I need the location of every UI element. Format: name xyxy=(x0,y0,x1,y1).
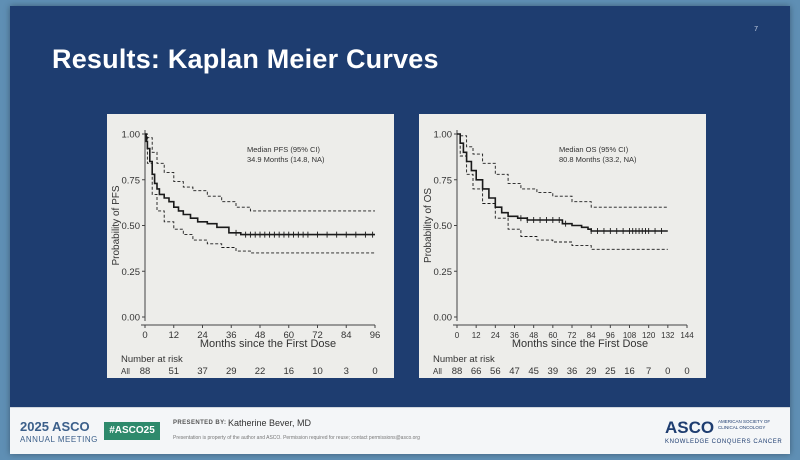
slide-number: 7 xyxy=(754,26,758,33)
pfs-y-tick-label: 1.00 xyxy=(122,130,141,141)
pfs-x-tick-label: 36 xyxy=(226,330,237,341)
os-x-tick-label: 72 xyxy=(568,331,577,340)
slide-footer: 2025 ASCO ANNUAL MEETING #ASCO25 PRESENT… xyxy=(10,407,790,454)
os-risk-value: 16 xyxy=(624,366,635,377)
os-y-tick-label: 0.00 xyxy=(434,313,453,324)
slide: 7 Results: Kaplan Meier Curves 0.00 0.25 0… xyxy=(10,6,790,454)
os-risk-value: 36 xyxy=(567,366,578,377)
os-risk-value: 25 xyxy=(605,366,616,377)
os-x-tick-label: 24 xyxy=(491,331,500,340)
pfs-risk-value: 22 xyxy=(255,366,266,377)
pfs-y-tick-label: 0.00 xyxy=(122,313,141,324)
pfs-estimate-curve xyxy=(145,133,375,236)
pfs-risk-value: 37 xyxy=(197,366,208,377)
pfs-risk-value: 10 xyxy=(312,366,323,377)
asco-logo: ASCO xyxy=(665,418,715,437)
pfs-y-tick-label: 0.75 xyxy=(122,175,141,186)
pfs-risk-heading: Number at risk xyxy=(121,354,183,365)
os-x-tick-label: 84 xyxy=(587,331,596,340)
os-risk-value: 88 xyxy=(452,366,463,377)
os-y-tick-label: 0.25 xyxy=(434,267,453,278)
pfs-risk-value: 0 xyxy=(372,366,377,377)
os-y-tick-label: 0.75 xyxy=(434,175,453,186)
os-chart-panel: 0.00 0.25 0.50 0.75 1.00 0 12 24 36 48 60 72 84 96 108… xyxy=(419,114,706,378)
os-x-tick-label: 60 xyxy=(548,331,557,340)
os-x-axis-label: Months since the First Dose xyxy=(512,338,648,350)
os-x-tick-label: 36 xyxy=(510,331,519,340)
footer-presenter: Katherine Bever, MD xyxy=(228,418,312,428)
pfs-x-tick-label: 96 xyxy=(370,330,381,341)
pfs-x-tick-label: 84 xyxy=(341,330,352,341)
pfs-y-axis-label: Probability of PFS xyxy=(111,185,122,265)
footer-presented-label: PRESENTED BY: xyxy=(173,420,227,426)
os-x-tick-label: 108 xyxy=(623,331,637,340)
os-x-tick-label: 132 xyxy=(661,331,675,340)
pfs-x-tick-label: 0 xyxy=(142,330,147,341)
pfs-x-tick-label: 12 xyxy=(168,330,179,341)
os-y-tick-label: 0.50 xyxy=(434,221,453,232)
pfs-risk-value: 51 xyxy=(168,366,179,377)
os-risk-heading: Number at risk xyxy=(433,354,495,365)
os-risk-value: 7 xyxy=(646,366,651,377)
os-median-value: 80.8 Months (33.2, NA) xyxy=(559,155,637,164)
pfs-x-axis-label: Months since the First Dose xyxy=(200,338,336,350)
os-risk-value: 56 xyxy=(490,366,501,377)
os-upper-ci-curve xyxy=(457,133,668,208)
pfs-x-tick-label: 72 xyxy=(312,330,323,341)
pfs-km-chart: 0.00 0.25 0.50 0.75 1.00 0 12 24 36 48 60 72 84 96 Pro… xyxy=(111,130,381,378)
os-x-tick-label: 12 xyxy=(472,331,481,340)
os-median-heading: Median OS (95% CI) xyxy=(559,145,629,154)
pfs-y-tick-label: 0.25 xyxy=(122,267,141,278)
pfs-x-tick-label: 24 xyxy=(197,330,208,341)
os-risk-value: 0 xyxy=(665,366,670,377)
pfs-risk-value: 88 xyxy=(140,366,151,377)
os-x-tick-label: 96 xyxy=(606,331,615,340)
os-x-tick-label: 144 xyxy=(680,331,694,340)
pfs-risk-row-label: All xyxy=(121,367,130,376)
pfs-y-tick-label: 0.50 xyxy=(122,221,141,232)
pfs-lower-ci-curve xyxy=(145,133,375,254)
pfs-risk-value: 29 xyxy=(226,366,237,377)
os-y-tick-label: 1.00 xyxy=(434,130,453,141)
footer-slogan: KNOWLEDGE CONQUERS CANCER xyxy=(665,439,783,445)
os-x-tick-label: 120 xyxy=(642,331,656,340)
pfs-x-tick-label: 60 xyxy=(283,330,294,341)
os-lower-ci-curve xyxy=(457,133,668,250)
os-km-chart: 0.00 0.25 0.50 0.75 1.00 0 12 24 36 48 60 72 84 96 108… xyxy=(423,130,694,378)
os-y-axis-label: Probability of OS xyxy=(423,188,434,263)
os-risk-value: 0 xyxy=(684,366,689,377)
os-risk-value: 47 xyxy=(509,366,520,377)
os-risk-value: 29 xyxy=(586,366,597,377)
footer-meeting: ANNUAL MEETING xyxy=(20,435,98,444)
footer-year-brand: 2025 ASCO xyxy=(20,419,90,434)
os-risk-value: 66 xyxy=(471,366,482,377)
os-risk-value: 39 xyxy=(548,366,559,377)
pfs-risk-value: 3 xyxy=(344,366,349,377)
pfs-median-value: 34.9 Months (14.8, NA) xyxy=(247,155,325,164)
os-risk-value: 45 xyxy=(528,366,539,377)
footer-society-name: AMERICAN SOCIETY OF CLINICAL ONCOLOGY xyxy=(718,419,771,430)
footer-notice: Presentation is property of the author a… xyxy=(173,435,420,441)
footer-hashtag: #ASCO25 xyxy=(104,422,160,440)
pfs-x-tick-label: 48 xyxy=(255,330,266,341)
os-risk-row-label: All xyxy=(433,367,442,376)
slide-title: Results: Kaplan Meier Curves xyxy=(52,44,439,74)
pfs-chart-panel: 0.00 0.25 0.50 0.75 1.00 0 12 24 36 48 60 72 84 96 Pro… xyxy=(107,114,394,378)
os-x-tick-label: 48 xyxy=(529,331,538,340)
os-x-tick-label: 0 xyxy=(455,331,460,340)
pfs-median-heading: Median PFS (95% CI) xyxy=(247,145,320,154)
pfs-risk-value: 16 xyxy=(283,366,294,377)
